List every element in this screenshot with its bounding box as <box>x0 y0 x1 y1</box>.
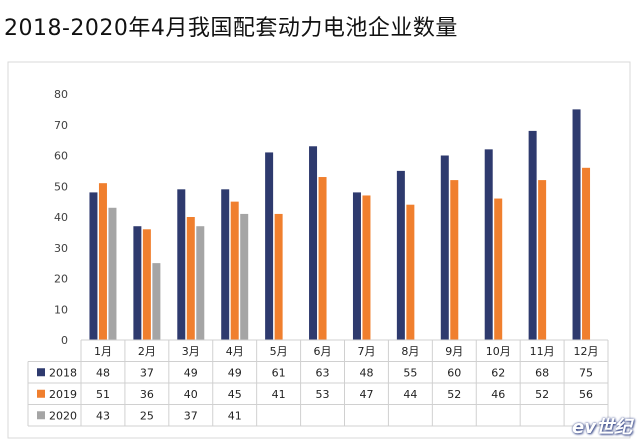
x-tick-label: 5月 <box>270 345 288 358</box>
watermark-logo: ev世纪 <box>572 417 632 438</box>
x-tick-label: 4月 <box>226 345 244 358</box>
y-tick-label: 70 <box>54 119 68 132</box>
x-tick-label: 7月 <box>357 345 375 358</box>
data-label-2019-4: 45 <box>228 388 242 401</box>
data-label-2020-3: 37 <box>184 409 198 422</box>
bar-2020-4 <box>240 213 249 340</box>
data-label-2018-9: 60 <box>447 366 461 379</box>
data-label-2019-3: 40 <box>184 388 198 401</box>
bar-2019-10 <box>494 198 503 340</box>
x-tick-label: 10月 <box>486 345 511 358</box>
legend-swatch-2020 <box>37 411 45 420</box>
x-tick-label: 3月 <box>182 345 200 358</box>
bar-2019-3 <box>186 217 195 340</box>
y-tick-label: 40 <box>54 211 68 224</box>
bar-2019-4 <box>230 201 239 341</box>
data-label-2019-8: 44 <box>403 388 417 401</box>
data-label-2020-4: 41 <box>228 409 242 422</box>
legend-swatch-2018 <box>37 368 45 377</box>
x-tick-label: 9月 <box>445 345 463 358</box>
bar-2019-11 <box>538 180 547 340</box>
x-tick-label: 12月 <box>574 345 599 358</box>
y-tick-label: 80 <box>54 88 68 101</box>
y-axis: 0 10 20 30 40 50 60 70 80 <box>54 88 68 347</box>
y-tick-label: 60 <box>54 150 68 163</box>
data-label-2018-12: 75 <box>579 366 593 379</box>
bar-2018-10 <box>484 149 493 340</box>
bar-2018-1 <box>89 192 98 340</box>
data-label-2018-1: 48 <box>96 366 110 379</box>
data-label-2019-9: 52 <box>447 388 461 401</box>
bar-2020-2 <box>152 263 161 341</box>
data-label-2018-6: 63 <box>316 366 330 379</box>
data-label-2019-12: 56 <box>579 388 593 401</box>
bar-2018-7 <box>352 192 361 340</box>
bar-2018-6 <box>309 146 318 340</box>
data-label-2019-10: 46 <box>491 388 505 401</box>
x-tick-label: 8月 <box>401 345 419 358</box>
legend-label-2020: 2020 <box>49 409 77 422</box>
bar-2018-11 <box>528 130 537 340</box>
bar-2018-12 <box>572 109 581 341</box>
data-table: 1月 2月 3月 4月 5月 6月 7月 8月 9月 10月 11月 12月 2018 48 37 49 49 6… <box>27 339 609 427</box>
data-label-2018-5: 61 <box>272 366 286 379</box>
x-tick-label: 1月 <box>94 345 112 358</box>
bar-2018-2 <box>133 226 142 340</box>
data-label-2018-2: 37 <box>140 366 154 379</box>
bar-2019-2 <box>142 229 151 340</box>
bar-2018-5 <box>265 152 274 340</box>
y-tick-label: 20 <box>54 273 68 286</box>
data-label-2020-2: 25 <box>140 409 154 422</box>
bar-2020-1 <box>108 207 117 340</box>
x-tick-label: 2月 <box>138 345 156 358</box>
bar-2018-9 <box>440 155 449 340</box>
data-label-2018-4: 49 <box>228 366 242 379</box>
data-label-2019-6: 53 <box>316 388 330 401</box>
data-label-2020-1: 43 <box>96 409 110 422</box>
bar-2018-8 <box>396 170 405 341</box>
bar-2019-8 <box>406 204 415 340</box>
data-label-2019-7: 47 <box>359 388 373 401</box>
legend-swatch-2019 <box>37 389 45 398</box>
bar-2019-6 <box>318 177 327 340</box>
legend-label-2018: 2018 <box>49 366 77 379</box>
chart-frame <box>7 61 631 439</box>
y-tick-label: 30 <box>54 242 68 255</box>
bar-2018-4 <box>221 189 230 340</box>
bar-2020-3 <box>196 226 205 340</box>
x-tick-label: 6月 <box>314 345 332 358</box>
y-tick-label: 50 <box>54 180 68 193</box>
data-label-2018-10: 62 <box>491 366 505 379</box>
bar-2019-9 <box>450 180 459 340</box>
y-tick-label: 10 <box>54 303 68 316</box>
data-label-2019-11: 52 <box>535 388 549 401</box>
bar-2019-12 <box>582 167 591 340</box>
data-label-2018-11: 68 <box>535 366 549 379</box>
bar-2019-1 <box>98 183 107 340</box>
y-tick-label: 0 <box>61 334 68 347</box>
chart-title: 2018-2020年4月我国配套动力电池企业数量 <box>4 16 458 41</box>
bar-2018-3 <box>177 189 186 340</box>
data-label-2018-8: 55 <box>403 366 417 379</box>
x-tick-label: 11月 <box>530 345 555 358</box>
data-label-2019-5: 41 <box>272 388 286 401</box>
data-label-2018-3: 49 <box>184 366 198 379</box>
data-label-2019-1: 51 <box>96 388 110 401</box>
data-label-2019-2: 36 <box>140 388 154 401</box>
bar-series <box>89 109 591 341</box>
bar-2019-5 <box>274 213 283 340</box>
data-label-2018-7: 48 <box>359 366 373 379</box>
legend-label-2019: 2019 <box>49 388 77 401</box>
bar-2019-7 <box>362 195 371 340</box>
